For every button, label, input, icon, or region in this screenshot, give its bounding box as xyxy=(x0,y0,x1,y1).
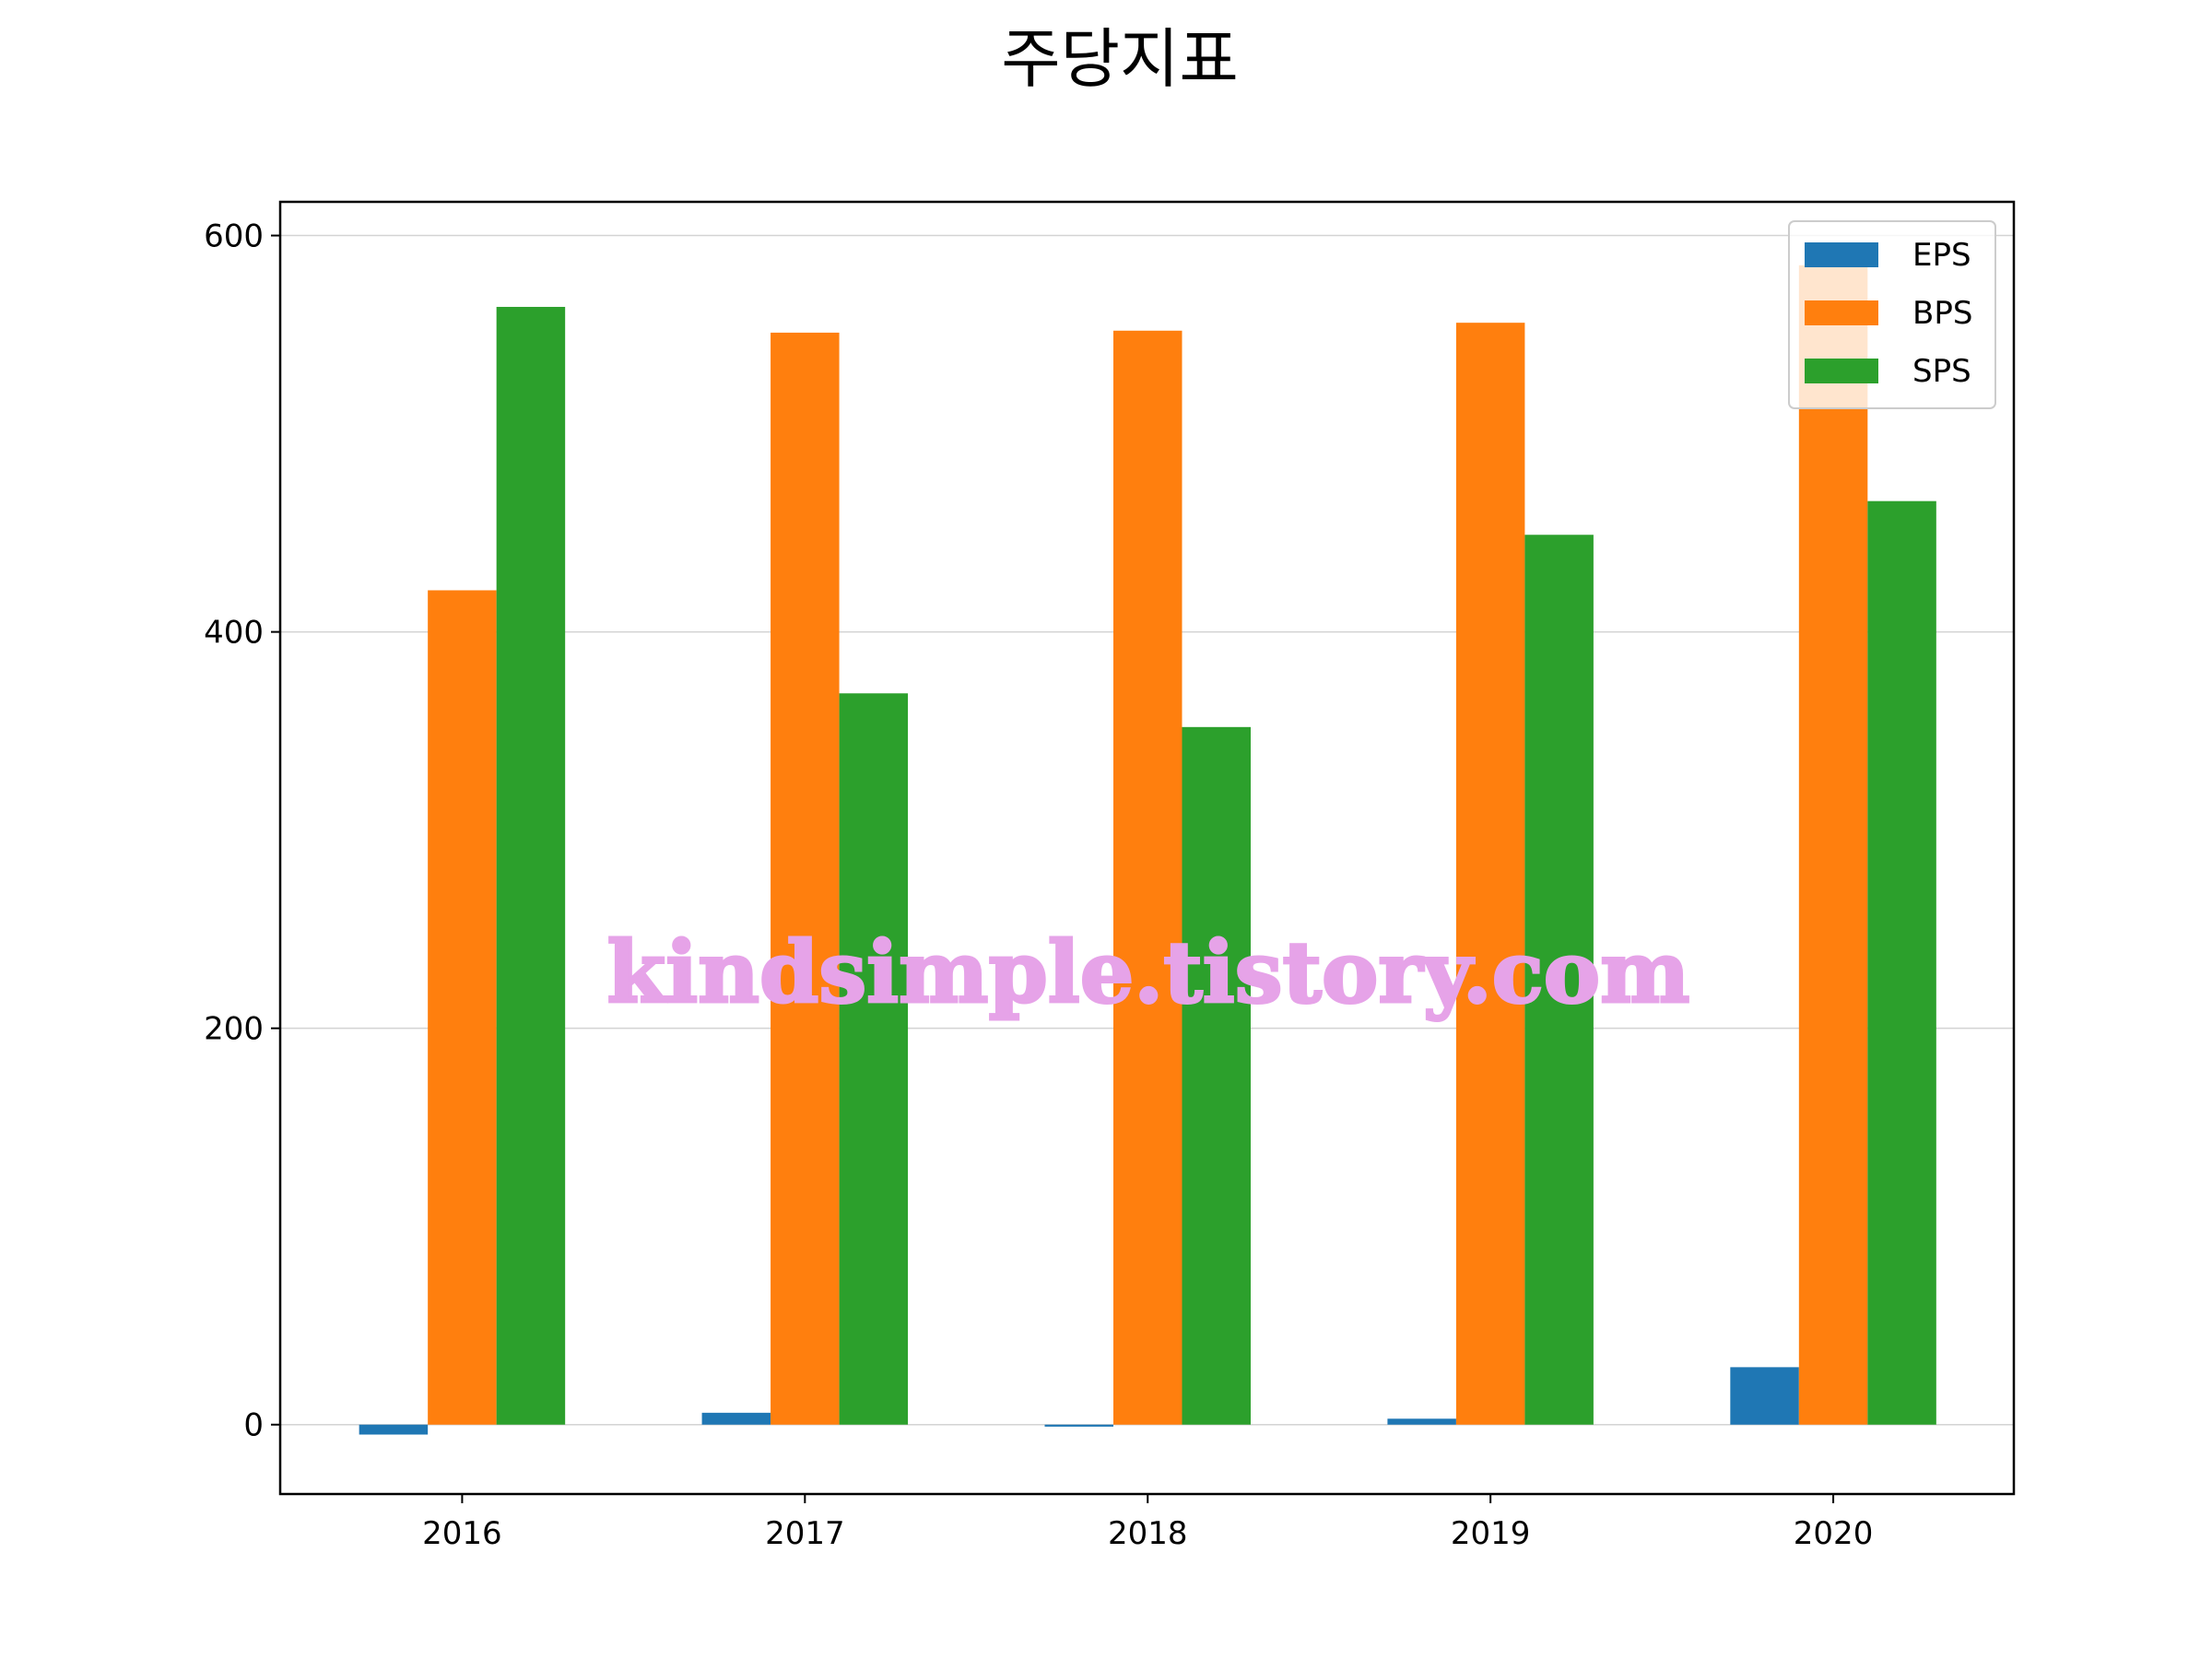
legend-swatch-eps xyxy=(1805,242,1878,267)
bars xyxy=(359,265,1936,1435)
watermark: kindsimple.tistory.com xyxy=(606,923,1689,1022)
y-tick-label: 0 xyxy=(243,1407,264,1444)
bar-sps-2018 xyxy=(1182,726,1251,1425)
bar-sps-2017 xyxy=(839,693,909,1425)
y-tick-label: 600 xyxy=(204,218,264,255)
legend-swatch-bps xyxy=(1805,300,1878,325)
chart-title: 주당지표 xyxy=(1001,21,1239,97)
legend-label-sps: SPS xyxy=(1912,353,1971,390)
x-tick-label: 2016 xyxy=(422,1515,502,1552)
bar-eps-2017 xyxy=(701,1412,771,1425)
bar-eps-2019 xyxy=(1387,1418,1456,1425)
y-tick-label: 400 xyxy=(204,615,264,652)
bar-sps-2019 xyxy=(1524,535,1594,1425)
x-tick-label: 2017 xyxy=(765,1515,845,1552)
bar-bps-2020 xyxy=(1798,265,1868,1425)
bar-bps-2018 xyxy=(1112,330,1182,1425)
x-tick-label: 2019 xyxy=(1451,1515,1531,1552)
x-tick-label: 2018 xyxy=(1108,1515,1188,1552)
legend-label-eps: EPS xyxy=(1912,237,1971,274)
bar-bps-2019 xyxy=(1455,323,1525,1425)
y-axis: 0 200 400 600 xyxy=(204,218,280,1444)
bar-sps-2020 xyxy=(1867,500,1936,1425)
legend-label-bps: BPS xyxy=(1912,295,1972,332)
bar-eps-2016 xyxy=(359,1424,429,1435)
legend-swatch-sps xyxy=(1805,359,1878,383)
bar-sps-2016 xyxy=(496,306,566,1425)
legend: EPS BPS SPS xyxy=(1788,220,1996,409)
bar-eps-2020 xyxy=(1730,1367,1799,1425)
x-tick-label: 2020 xyxy=(1794,1515,1874,1552)
y-tick-label: 200 xyxy=(204,1011,264,1048)
bar-bps-2017 xyxy=(771,332,840,1425)
bar-bps-2016 xyxy=(428,590,497,1425)
x-axis: 2016 2017 2018 2019 2020 xyxy=(422,1494,1873,1552)
bar-eps-2018 xyxy=(1044,1424,1113,1427)
